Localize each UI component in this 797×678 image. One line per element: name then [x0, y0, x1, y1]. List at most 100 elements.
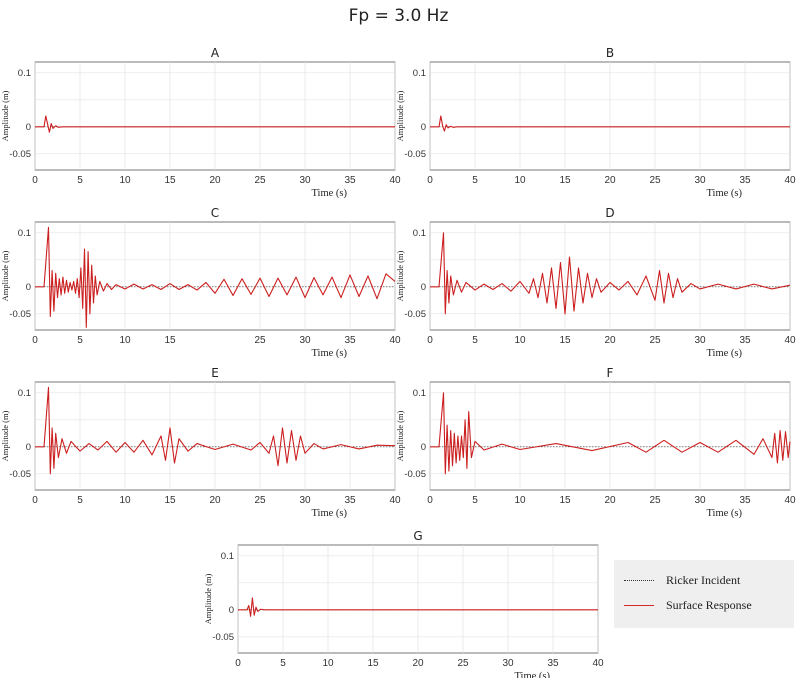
x-tick-label: 10	[119, 175, 131, 186]
y-tick-label: 0	[26, 282, 31, 293]
x-tick-label: 0	[427, 495, 433, 506]
x-tick-label: 25	[649, 335, 661, 346]
x-tick-label: 30	[299, 335, 311, 346]
legend-label-ricker-incident: Ricker Incident	[666, 572, 741, 587]
y-tick-label: 0.1	[18, 388, 31, 399]
x-tick-label: 40	[592, 658, 604, 669]
x-tick-label: 10	[514, 335, 526, 346]
x-tick-label: 30	[299, 175, 311, 186]
panel-a: 0 5 10 15 20 25 30 35 40 -0.05 0 0.1 A Time (s) Amplit…	[0, 46, 401, 199]
x-tick-label: 20	[604, 495, 616, 506]
x-tick-label: 35	[739, 335, 751, 346]
x-tick-label: 20	[604, 175, 616, 186]
x-tick-label: 0	[235, 658, 241, 669]
x-tick-label: 25	[254, 335, 266, 346]
x-tick-label: 30	[299, 495, 311, 506]
panel-title-e: E	[211, 366, 219, 380]
x-tick-label: 5	[472, 335, 478, 346]
x-tick-label: 30	[502, 658, 514, 669]
y-tick-label: 0	[421, 442, 426, 453]
x-tick-label: 40	[389, 495, 401, 506]
y-tick-label: -0.05	[404, 309, 426, 320]
x-tick-label: 40	[389, 175, 401, 186]
x-tick-label: 15	[164, 495, 176, 506]
figure-title: Fp = 3.0 Hz	[348, 6, 449, 26]
panel-c: 0 5 10 15 25 30 35 40 -0.05 0 0.1 C Time (s) Amplitud…	[0, 206, 401, 359]
x-tick-label: 0	[427, 335, 433, 346]
x-tick-label: 40	[389, 335, 401, 346]
panel-title-a: A	[211, 46, 220, 60]
panel-d: 0 5 10 15 20 25 30 35 40 -0.05 0 0.1 D Time (s) Amplit…	[395, 206, 796, 359]
x-tick-label: 5	[472, 495, 478, 506]
legend: Ricker Incident Surface Response	[614, 560, 794, 628]
y-axis-label-c: Amplitude (m)	[0, 250, 10, 301]
y-tick-label: 0.1	[413, 68, 426, 79]
x-tick-label: 10	[119, 335, 131, 346]
series-surface-response-f	[430, 392, 791, 475]
panel-f: 0 5 10 15 20 25 30 35 40 -0.05 0 0.1 F Time (s) Amplit…	[395, 366, 796, 519]
x-tick-label: 0	[32, 495, 38, 506]
series-surface-response-c	[35, 226, 396, 328]
y-tick-label: 0	[421, 122, 426, 133]
x-tick-label: 25	[649, 175, 661, 186]
x-tick-label: 30	[694, 495, 706, 506]
legend-item-surface-response: Surface Response	[624, 598, 752, 612]
x-tick-label: 5	[280, 658, 286, 669]
y-tick-label: 0.1	[18, 228, 31, 239]
x-tick-label: 5	[77, 175, 83, 186]
x-tick-label: 15	[164, 335, 176, 346]
panel-b: 0 5 10 15 20 25 30 35 40 -0.05 0 0.1 B Time (s) Amplit…	[395, 46, 796, 199]
x-tick-label: 5	[77, 495, 83, 506]
y-tick-label: 0	[421, 282, 426, 293]
x-tick-label: 15	[559, 495, 571, 506]
x-tick-label: 35	[739, 175, 751, 186]
x-tick-label: 30	[694, 335, 706, 346]
x-tick-label: 35	[547, 658, 559, 669]
panel-title-d: D	[605, 206, 614, 220]
x-axis-label-c: Time (s)	[312, 348, 348, 359]
x-tick-label: 25	[254, 175, 266, 186]
y-tick-label: 0	[26, 122, 31, 133]
x-tick-label: 20	[209, 495, 221, 506]
x-tick-label: 40	[784, 335, 796, 346]
x-tick-label: 40	[784, 175, 796, 186]
x-tick-label: 25	[457, 658, 469, 669]
y-axis-label-f: Amplitude (m)	[395, 410, 405, 461]
series-surface-response-e	[35, 386, 396, 475]
series-surface-response-g	[238, 597, 598, 617]
x-axis-label-d: Time (s)	[707, 348, 743, 359]
y-tick-label: -0.05	[9, 149, 31, 160]
x-tick-label: 15	[164, 175, 176, 186]
x-tick-label: 30	[694, 175, 706, 186]
y-axis-label-a: Amplitude (m)	[0, 90, 10, 141]
x-tick-label: 20	[604, 335, 616, 346]
y-tick-label: 0.1	[221, 551, 234, 562]
y-tick-label: -0.05	[212, 632, 234, 643]
series-surface-response-b	[430, 115, 790, 132]
x-tick-label: 5	[472, 175, 478, 186]
y-tick-label: -0.05	[9, 309, 31, 320]
x-tick-label: 10	[514, 175, 526, 186]
y-axis-label-d: Amplitude (m)	[395, 250, 405, 301]
legend-label-surface-response: Surface Response	[666, 597, 752, 612]
x-tick-label: 35	[344, 335, 356, 346]
x-axis-label-f: Time (s)	[707, 508, 743, 519]
x-tick-label: 35	[344, 495, 356, 506]
x-tick-label: 35	[344, 175, 356, 186]
legend-swatch-surface-response	[624, 604, 654, 606]
x-tick-label: 20	[412, 658, 424, 669]
y-tick-label: -0.05	[404, 149, 426, 160]
y-tick-label: -0.05	[9, 469, 31, 480]
x-tick-label: 10	[119, 495, 131, 506]
x-tick-label: 25	[254, 495, 266, 506]
x-tick-label: 0	[427, 175, 433, 186]
legend-swatch-ricker-incident	[624, 579, 654, 581]
x-tick-label: 15	[367, 658, 379, 669]
panel-g: 0 5 10 15 20 25 30 35 40 -0.05 0 0.1 G Time (s) Amplit…	[203, 529, 604, 678]
x-tick-label: 20	[209, 175, 221, 186]
series-surface-response-a	[35, 115, 395, 133]
panel-title-c: C	[211, 206, 219, 220]
y-axis-label-e: Amplitude (m)	[0, 410, 10, 461]
x-tick-label: 15	[559, 175, 571, 186]
x-axis-label-a: Time (s)	[312, 188, 348, 199]
